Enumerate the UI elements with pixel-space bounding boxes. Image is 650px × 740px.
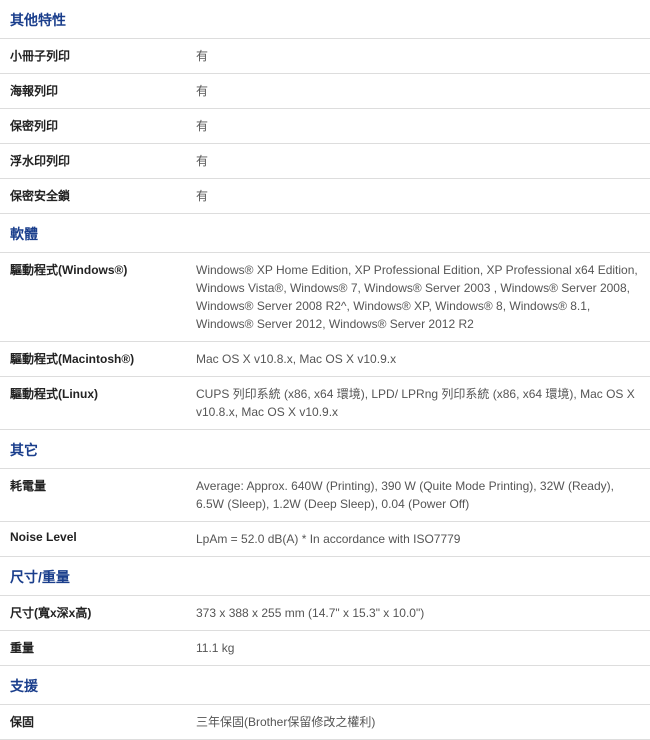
spec-row: 耗電量Average: Approx. 640W (Printing), 390… — [0, 469, 650, 522]
section-header: 尺寸/重量 — [0, 557, 650, 596]
spec-label: 耗電量 — [0, 469, 190, 521]
spec-value: 有 — [190, 39, 650, 73]
section-header: 其它 — [0, 430, 650, 469]
spec-row: 保固三年保固(Brother保留修改之權利) — [0, 705, 650, 740]
spec-row: 小冊子列印有 — [0, 39, 650, 74]
spec-row: 尺寸(寬x深x高)373 x 388 x 255 mm (14.7" x 15.… — [0, 596, 650, 631]
spec-label: Noise Level — [0, 522, 190, 556]
spec-value: Mac OS X v10.8.x, Mac OS X v10.9.x — [190, 342, 650, 376]
spec-row: 重量11.1 kg — [0, 631, 650, 666]
spec-row: 保密列印有 — [0, 109, 650, 144]
section-header: 支援 — [0, 666, 650, 705]
spec-value: 有 — [190, 74, 650, 108]
spec-label: 重量 — [0, 631, 190, 665]
spec-value: LpAm = 52.0 dB(A) * In accordance with I… — [190, 522, 650, 556]
spec-label: 海報列印 — [0, 74, 190, 108]
spec-label: 保固 — [0, 705, 190, 739]
spec-value: 三年保固(Brother保留修改之權利) — [190, 705, 650, 739]
spec-value: CUPS 列印系統 (x86, x64 環境), LPD/ LPRng 列印系統… — [190, 377, 650, 429]
section-header: 其他特性 — [0, 0, 650, 39]
spec-label: 浮水印列印 — [0, 144, 190, 178]
spec-row: 海報列印有 — [0, 74, 650, 109]
spec-value: Windows® XP Home Edition, XP Professiona… — [190, 253, 650, 341]
spec-row: Noise LevelLpAm = 52.0 dB(A) * In accord… — [0, 522, 650, 557]
spec-label: 保密安全鎖 — [0, 179, 190, 213]
spec-value: 11.1 kg — [190, 631, 650, 665]
spec-value: 373 x 388 x 255 mm (14.7" x 15.3" x 10.0… — [190, 596, 650, 630]
section-header: 軟體 — [0, 214, 650, 253]
spec-value: 有 — [190, 144, 650, 178]
spec-value: Average: Approx. 640W (Printing), 390 W … — [190, 469, 650, 521]
spec-label: 小冊子列印 — [0, 39, 190, 73]
spec-value: 有 — [190, 109, 650, 143]
spec-row: 驅動程式(Linux)CUPS 列印系統 (x86, x64 環境), LPD/… — [0, 377, 650, 430]
spec-value: 有 — [190, 179, 650, 213]
spec-row: 驅動程式(Macintosh®)Mac OS X v10.8.x, Mac OS… — [0, 342, 650, 377]
spec-table: 其他特性小冊子列印有海報列印有保密列印有浮水印列印有保密安全鎖有軟體驅動程式(W… — [0, 0, 650, 740]
spec-label: 尺寸(寬x深x高) — [0, 596, 190, 630]
spec-row: 驅動程式(Windows®)Windows® XP Home Edition, … — [0, 253, 650, 342]
spec-label: 驅動程式(Windows®) — [0, 253, 190, 341]
spec-row: 浮水印列印有 — [0, 144, 650, 179]
spec-label: 保密列印 — [0, 109, 190, 143]
spec-label: 驅動程式(Linux) — [0, 377, 190, 429]
spec-label: 驅動程式(Macintosh®) — [0, 342, 190, 376]
spec-row: 保密安全鎖有 — [0, 179, 650, 214]
